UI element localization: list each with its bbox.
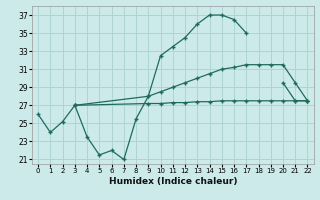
X-axis label: Humidex (Indice chaleur): Humidex (Indice chaleur) (108, 177, 237, 186)
